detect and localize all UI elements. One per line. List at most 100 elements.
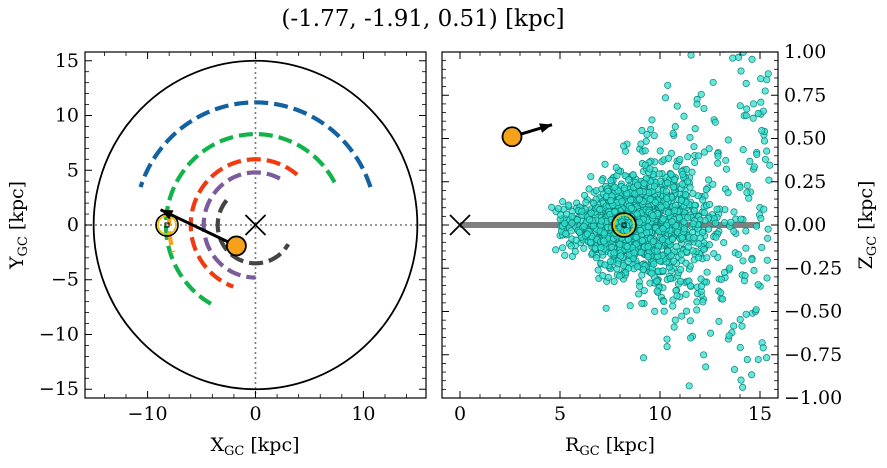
- star-point: [626, 302, 634, 310]
- star-point: [627, 204, 636, 212]
- star-point: [737, 215, 745, 223]
- spiral-arm-4: [201, 170, 281, 280]
- star-point: [677, 266, 685, 274]
- star-point: [636, 282, 644, 290]
- star-point: [730, 365, 738, 374]
- star-point: [700, 351, 708, 359]
- y-tick-label: 10: [55, 105, 79, 127]
- star-point: [638, 126, 646, 135]
- star-point: [667, 274, 675, 282]
- star-point: [680, 225, 689, 233]
- star-point: [730, 227, 738, 235]
- star-point: [702, 363, 710, 371]
- star-point: [644, 253, 652, 261]
- star-point: [699, 298, 707, 306]
- star-point: [561, 251, 569, 259]
- star-point: [677, 196, 685, 204]
- star-point: [697, 282, 705, 290]
- star-point: [587, 173, 595, 181]
- star-point: [684, 243, 692, 251]
- star-point: [592, 254, 600, 262]
- star-point: [607, 197, 615, 205]
- star-point: [606, 257, 615, 266]
- star-point: [699, 196, 707, 204]
- star-point: [659, 267, 667, 275]
- star-point: [659, 225, 667, 233]
- star-point: [667, 170, 675, 178]
- star-point: [706, 200, 714, 208]
- sun-marker-ring: [613, 214, 635, 236]
- galactic-center-marker: [244, 214, 267, 236]
- star-point: [714, 152, 722, 160]
- star-point: [750, 163, 758, 171]
- star-point: [561, 219, 569, 227]
- star-point: [667, 149, 676, 157]
- star-point: [724, 136, 732, 144]
- star-point: [616, 272, 624, 280]
- star-point: [669, 235, 677, 243]
- star-point: [627, 196, 635, 204]
- star-point: [720, 268, 729, 277]
- star-point: [552, 246, 560, 254]
- star-point: [742, 244, 750, 252]
- star-point: [623, 242, 631, 250]
- xy-y-axis-label: YGC [kpc]: [6, 181, 31, 270]
- star-point: [758, 127, 766, 135]
- star-point: [611, 183, 619, 191]
- star-point: [572, 236, 580, 244]
- star-point: [580, 222, 588, 230]
- star-point: [766, 161, 774, 169]
- star-point: [693, 306, 701, 314]
- star-point: [651, 198, 659, 206]
- star-point: [757, 98, 765, 106]
- figure-title: (-1.77, -1.91, 0.51) [kpc]: [281, 6, 564, 32]
- star-point: [653, 277, 661, 285]
- star-point: [669, 129, 677, 137]
- star-point: [659, 236, 667, 244]
- star-point: [693, 298, 701, 306]
- rz-star-cloud: [548, 30, 774, 433]
- star-point: [635, 218, 643, 226]
- star-point: [748, 256, 756, 264]
- star-point: [643, 229, 651, 237]
- star-point: [607, 176, 615, 185]
- star-point: [764, 234, 772, 242]
- star-point: [705, 241, 713, 249]
- star-point: [761, 155, 769, 163]
- star-point: [619, 262, 628, 270]
- star-point: [651, 307, 659, 315]
- star-point: [707, 329, 715, 337]
- star-point: [663, 179, 672, 187]
- star-point: [753, 222, 761, 230]
- star-point: [567, 242, 575, 250]
- star-point: [660, 297, 668, 305]
- star-point: [709, 78, 717, 86]
- star-point: [689, 30, 695, 36]
- star-point: [736, 315, 744, 324]
- star-point: [640, 287, 648, 295]
- star-point: [610, 249, 618, 257]
- y-tick-label: 15: [55, 50, 79, 72]
- xy-ticks: −10 0 10 −15 −10 −5 0 5 10 15: [39, 50, 426, 425]
- star-point: [737, 376, 745, 384]
- star-point: [559, 244, 567, 252]
- star-point: [712, 219, 720, 227]
- star-point: [678, 234, 686, 242]
- star-point: [678, 312, 686, 320]
- star-point: [735, 53, 743, 61]
- star-point: [632, 233, 640, 241]
- star-point: [741, 272, 749, 280]
- star-point: [585, 216, 593, 224]
- star-point: [722, 165, 731, 173]
- star-point: [749, 114, 757, 122]
- star-point: [640, 179, 648, 187]
- x-tick-label: 10: [648, 403, 672, 425]
- star-point: [691, 158, 699, 167]
- rz-ticks: 0 5 10 15 −1.00 −0.75 −0.50 −0.25 0.00 0.25 0.50 0.…: [442, 41, 842, 425]
- star-point: [691, 125, 699, 133]
- star-point: [759, 427, 765, 433]
- star-point: [739, 383, 747, 391]
- star-point: [648, 269, 656, 277]
- star-point: [633, 210, 641, 218]
- star-point: [580, 244, 588, 252]
